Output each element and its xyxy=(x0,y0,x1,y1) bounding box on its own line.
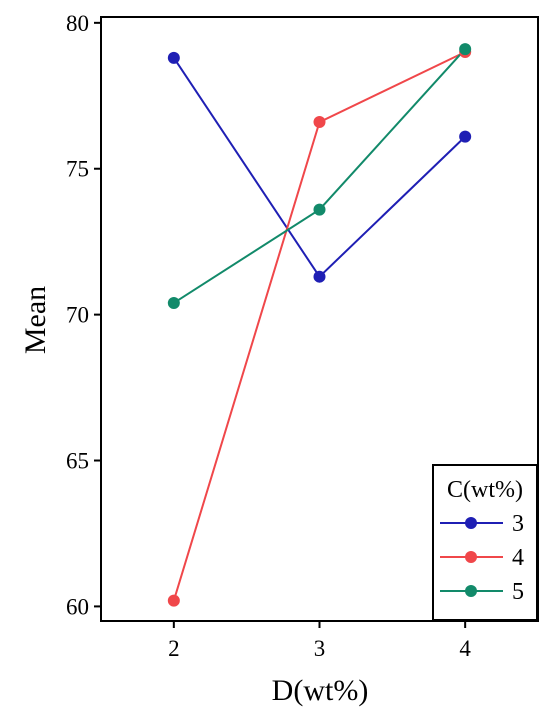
legend-label: 5 xyxy=(512,579,524,605)
x-tick-label: 3 xyxy=(314,636,326,661)
y-tick-label: 80 xyxy=(66,11,89,36)
data-point-c5 xyxy=(313,203,326,216)
y-tick-label: 70 xyxy=(66,303,89,328)
series-line-c3 xyxy=(173,57,466,279)
y-tick-label: 65 xyxy=(66,449,89,474)
legend-swatch-marker xyxy=(465,517,477,529)
y-tick-label: 60 xyxy=(66,594,89,619)
data-point-c3 xyxy=(167,51,180,64)
y-tick-label: 75 xyxy=(66,157,89,182)
data-point-c5 xyxy=(459,43,472,56)
x-axis: 2 3 4 xyxy=(168,621,471,661)
data-point-c5 xyxy=(167,296,180,309)
legend: C(wt%) 3 4 5 xyxy=(432,464,538,621)
data-point-c3 xyxy=(459,130,472,143)
x-axis-title: D(wt%) xyxy=(272,674,369,707)
legend-swatch-marker xyxy=(465,585,477,597)
legend-swatch-marker xyxy=(465,551,477,563)
series-line-c4 xyxy=(172,51,466,601)
legend-box xyxy=(432,464,538,621)
legend-title: C(wt%) xyxy=(447,477,523,503)
legend-label: 4 xyxy=(512,545,524,571)
x-tick-label: 4 xyxy=(459,636,471,661)
series-line-c5 xyxy=(173,48,466,304)
series-layer xyxy=(167,43,472,607)
y-axis: 60 65 70 75 80 xyxy=(66,11,101,619)
data-point-c4 xyxy=(167,594,180,607)
legend-label: 3 xyxy=(512,511,524,537)
y-axis-title: Mean xyxy=(19,286,52,354)
x-tick-label: 2 xyxy=(168,636,180,661)
legend-items: 3 4 5 xyxy=(440,511,524,605)
data-point-c3 xyxy=(313,270,326,283)
data-point-c4 xyxy=(313,116,326,129)
